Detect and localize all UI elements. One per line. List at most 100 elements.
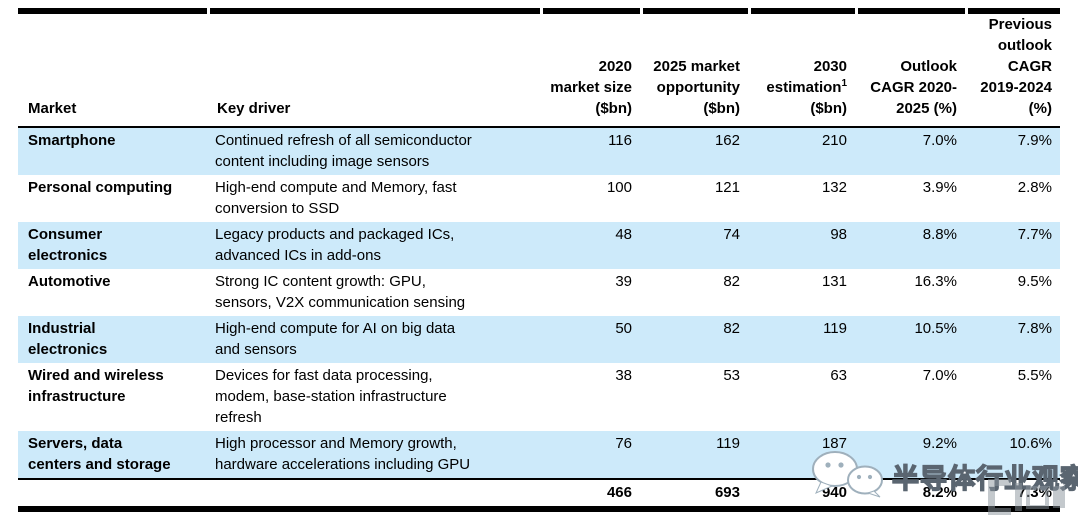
market-line: infrastructure [28, 388, 126, 405]
market-cell: Personal computing [18, 175, 207, 222]
total-spacer-cell [207, 479, 540, 512]
driver-line: Legacy products and packaged ICs, [215, 226, 455, 243]
driver-line: refresh [215, 409, 262, 426]
table-row-consumer-electronics: Consumer electronics Legacy products and… [18, 222, 1060, 269]
column-gap-notch [540, 8, 543, 14]
col-header-2030-estimation: 2030 estimation1 ($bn) [748, 8, 855, 128]
total-est-2030: 940 [748, 479, 855, 512]
table-body: Smartphone Continued refresh of all semi… [18, 127, 1060, 480]
market-outlook-table-wrap: Market Key driver 2020 market size ($bn)… [18, 8, 1060, 512]
col-header-key-driver: Key driver [207, 8, 540, 128]
key-driver-cell: High processor and Memory growth, hardwa… [207, 431, 540, 480]
total-opp-2025: 693 [640, 479, 748, 512]
footnote-marker: 1 [841, 78, 847, 89]
prev-cagr-cell: 2.8% [1017, 179, 1052, 196]
prev-cagr-cell: 9.5% [1017, 273, 1052, 290]
key-driver-cell: Continued refresh of all semiconductor c… [207, 127, 540, 175]
market-line: electronics [28, 341, 108, 358]
size-2020-cell: 38 [615, 367, 632, 384]
est-2030-cell: 98 [748, 222, 855, 269]
prev-cagr-cell: 10.6% [965, 431, 1060, 480]
market-line: Smartphone [28, 132, 116, 149]
header-line: market size [550, 79, 632, 96]
logo-shape [1015, 483, 1022, 511]
header-line: ($bn) [810, 100, 847, 117]
header-line: estimation1 [756, 77, 847, 98]
table-row-personal-computing: Personal computing High-end compute and … [18, 175, 1060, 222]
table-row-industrial-electronics: Industrial electronics High-end compute … [18, 316, 1060, 363]
market-line: Personal computing [28, 179, 173, 196]
opp-2025-cell: 53 [723, 367, 740, 384]
prev-cagr-cell: 7.8% [965, 316, 1060, 363]
market-outlook-table: Market Key driver 2020 market size ($bn)… [18, 8, 1060, 512]
col-header-2020-market-size: 2020 market size ($bn) [540, 8, 640, 128]
driver-line: modem, base-station infrastructure [215, 388, 447, 405]
header-line: ($bn) [595, 100, 632, 117]
key-driver-cell: High-end compute for AI on big data and … [207, 316, 540, 363]
table-row-servers-datacenters-storage: Servers, data centers and storage High p… [18, 431, 1060, 480]
est-2030-cell: 131 [821, 273, 847, 290]
total-row: 466 693 940 8.2% 7.3% [18, 479, 1060, 512]
driver-line: High processor and Memory growth, [215, 435, 457, 452]
opp-2025-cell: 119 [640, 431, 748, 480]
header-line: CAGR [1007, 58, 1052, 75]
key-driver-cell: Devices for fast data processing, modem,… [207, 363, 540, 431]
table-row-smartphone: Smartphone Continued refresh of all semi… [18, 127, 1060, 175]
table-footer: 466 693 940 8.2% 7.3% [18, 479, 1060, 512]
table-row-wired-wireless-infrastructure: Wired and wireless infrastructure Device… [18, 363, 1060, 431]
header-line: 2019-2024 [980, 79, 1052, 96]
header-line: Outlook [900, 58, 957, 75]
est-2030-cell: 119 [748, 316, 855, 363]
size-2020-cell: 116 [540, 127, 640, 175]
column-gap-notch [748, 8, 751, 14]
col-header-2025-market-opportunity: 2025 market opportunity ($bn) [640, 8, 748, 128]
market-cell: Wired and wireless infrastructure [18, 363, 207, 431]
opp-2025-cell: 82 [640, 316, 748, 363]
total-spacer-cell [18, 479, 207, 512]
header-line: CAGR 2020- [870, 79, 957, 96]
driver-line: sensors, V2X communication sensing [215, 294, 466, 311]
header-line: 2030 [813, 58, 847, 75]
table-row-automotive: Automotive Strong IC content growth: GPU… [18, 269, 1060, 316]
market-cell: Servers, data centers and storage [18, 431, 207, 480]
col-header-previous-outlook-cagr: Previous outlook CAGR 2019-2024 (%) [965, 8, 1060, 128]
outlook-cagr-cell: 7.0% [855, 127, 965, 175]
opp-2025-cell: 162 [640, 127, 748, 175]
prev-cagr-cell: 7.9% [965, 127, 1060, 175]
col-header-outlook-cagr: Outlook CAGR 2020- 2025 (%) [855, 8, 965, 128]
header-line: opportunity [656, 79, 740, 96]
est-2030-cell: 132 [821, 179, 847, 196]
driver-line: conversion to SSD [215, 200, 340, 217]
key-driver-cell: Strong IC content growth: GPU, sensors, … [207, 269, 540, 316]
outlook-cagr-cell: 16.3% [914, 273, 957, 290]
outlook-cagr-cell: 8.8% [855, 222, 965, 269]
driver-line: advanced ICs in add-ons [215, 247, 381, 264]
prev-cagr-cell: 5.5% [1017, 367, 1052, 384]
header-line: (%) [1028, 100, 1052, 117]
est-2030-cell: 210 [748, 127, 855, 175]
logo-shape [1026, 485, 1049, 509]
column-gap-notch [965, 8, 968, 14]
outlook-cagr-cell: 9.2% [855, 431, 965, 480]
outlook-cagr-cell: 3.9% [922, 179, 957, 196]
col-header-market: Market [18, 8, 207, 128]
header-line: 2025 (%) [896, 100, 957, 117]
header-row: Market Key driver 2020 market size ($bn)… [18, 8, 1060, 128]
size-2020-cell: 50 [540, 316, 640, 363]
opp-2025-cell: 121 [714, 179, 740, 196]
market-line: electronics [28, 247, 108, 264]
market-line: Industrial [28, 320, 96, 337]
header-line: ($bn) [703, 100, 740, 117]
market-line: Wired and wireless [28, 367, 164, 384]
outlook-cagr-cell: 7.0% [922, 367, 957, 384]
market-cell: Smartphone [18, 127, 207, 175]
header-line: 2025 market [653, 58, 740, 75]
size-2020-cell: 76 [540, 431, 640, 480]
market-line: Servers, data [28, 435, 123, 452]
column-gap-notch [855, 8, 858, 14]
header-line: Previous [988, 16, 1052, 33]
market-line: centers and storage [28, 456, 171, 473]
driver-line: hardware accelerations including GPU [215, 456, 471, 473]
driver-line: Continued refresh of all semiconductor [215, 132, 472, 149]
